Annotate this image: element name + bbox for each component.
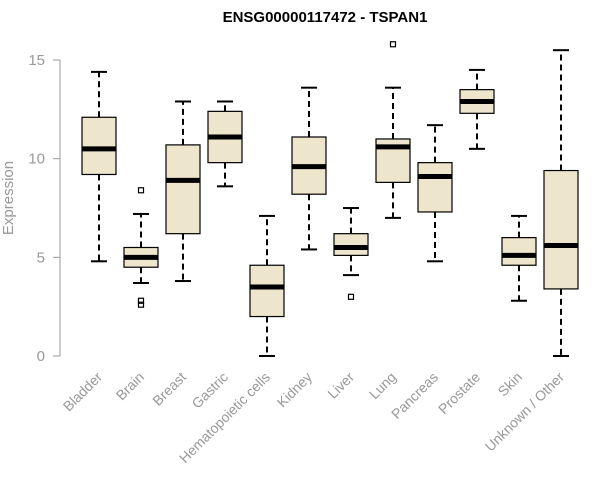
outlier-point	[347, 293, 355, 300]
x-tick-label: Lung	[366, 369, 399, 402]
box-iqr	[249, 264, 285, 318]
box-iqr	[501, 237, 537, 266]
y-tick-label: 5	[37, 249, 45, 266]
x-tick-label: Unknown / Other	[482, 369, 568, 455]
box-group	[207, 100, 243, 188]
outlier-point	[389, 41, 397, 48]
box-group	[333, 207, 369, 300]
y-tick-label: 10	[28, 151, 45, 168]
outlier-point	[137, 301, 145, 308]
box-iqr	[543, 169, 579, 290]
box-iqr	[165, 144, 201, 235]
box-group	[249, 214, 285, 357]
box-group	[291, 86, 327, 251]
box-group	[459, 68, 495, 150]
box-group	[375, 41, 411, 219]
box-group	[81, 70, 117, 263]
x-tick-label: Liver	[324, 369, 357, 402]
x-tick-label: Pancreas	[388, 369, 441, 422]
y-tick-label: 15	[28, 52, 45, 69]
x-tick-label: Bladder	[60, 369, 106, 415]
box-group	[417, 124, 453, 263]
box-iqr	[333, 233, 369, 256]
box-group	[123, 187, 159, 308]
box-iqr	[81, 116, 117, 176]
y-axis-ticks: 0 5 10 15	[28, 52, 60, 365]
box-iqr	[417, 162, 453, 213]
outlier-point	[137, 297, 145, 304]
x-tick-label: Skin	[495, 369, 526, 400]
y-axis-label: Expression	[0, 161, 17, 235]
chart-title: ENSG00000117472 - TSPAN1	[223, 9, 428, 26]
outlier-point	[137, 187, 145, 194]
x-tick-label: Kidney	[274, 369, 316, 411]
x-tick-label: Brain	[113, 369, 147, 403]
box-group	[165, 100, 201, 283]
x-tick-label: Breast	[149, 369, 189, 409]
box-group	[501, 214, 537, 302]
box-series	[81, 41, 579, 357]
box-group	[543, 49, 579, 357]
x-tick-label: Prostate	[435, 369, 483, 417]
y-tick-label: 0	[37, 348, 45, 365]
